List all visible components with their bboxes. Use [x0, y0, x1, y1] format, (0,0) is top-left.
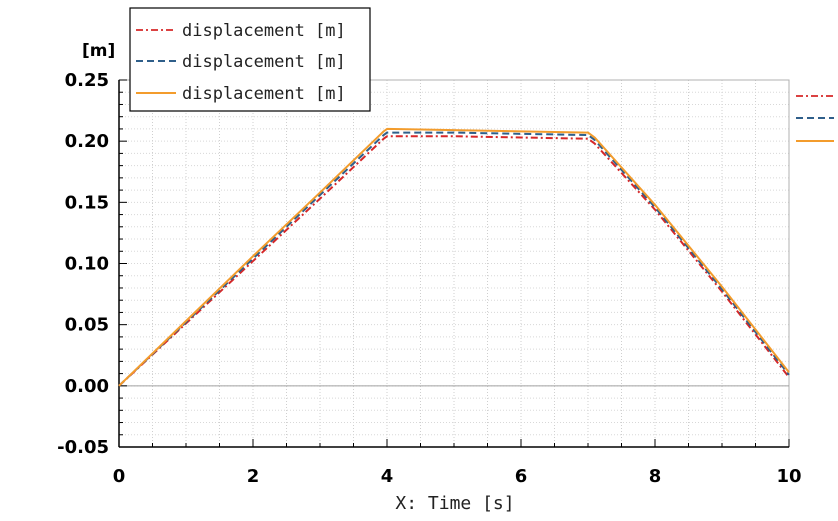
y-tick-label: 0.25	[65, 70, 109, 91]
y-tick-label: 0.10	[65, 254, 109, 275]
y-tick-label: 0.20	[65, 131, 109, 152]
x-axis-label: X: Time [s]	[395, 493, 514, 514]
x-tick-label: 8	[649, 466, 662, 487]
secondary-legend-swatches	[796, 95, 834, 142]
y-tick-label: 0.00	[65, 376, 109, 397]
y-tick-labels: -0.05 0.00 0.05 0.10 0.15 0.20 0.25	[57, 70, 109, 458]
series-line-2	[118, 131, 790, 387]
legend-label-3: displacement [m]	[182, 84, 346, 104]
x-tick-label: 10	[776, 466, 801, 487]
y-tick-label: -0.05	[57, 437, 109, 458]
y-axis-label: [m]	[82, 41, 115, 61]
x-tick-label: 6	[515, 466, 528, 487]
tick-marks	[118, 79, 790, 448]
data-series	[118, 127, 790, 387]
y-tick-label: 0.05	[65, 315, 109, 336]
grid	[118, 79, 790, 448]
legend-label-1: displacement [m]	[182, 21, 346, 41]
series-line-3	[118, 127, 790, 387]
legend: displacement [m] displacement [m] displa…	[129, 7, 371, 112]
x-tick-label: 0	[113, 466, 126, 487]
series-line-1	[118, 135, 790, 387]
x-tick-labels: 0 2 4 6 8 10	[113, 466, 802, 487]
x-tick-label: 2	[247, 466, 260, 487]
y-tick-label: 0.15	[65, 192, 109, 213]
legend-label-2: displacement [m]	[182, 52, 346, 72]
x-tick-label: 4	[381, 466, 394, 487]
